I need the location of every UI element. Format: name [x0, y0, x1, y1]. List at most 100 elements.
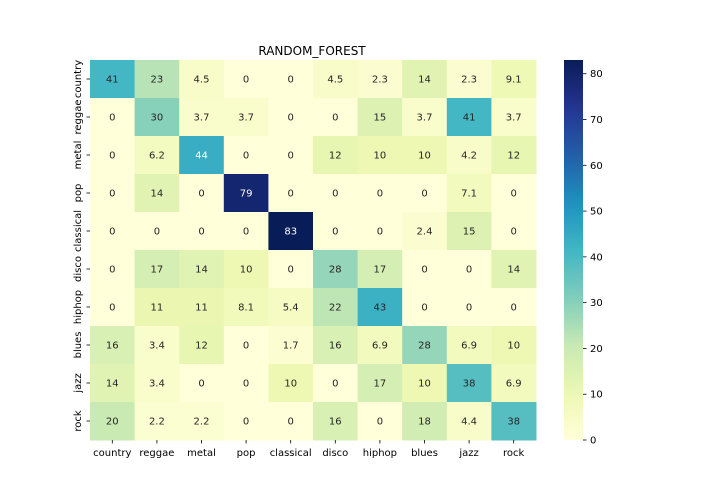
cell-value-label: 41: [463, 113, 476, 124]
heatmap-cell: [134, 402, 180, 441]
cell-value-label: 0: [511, 303, 517, 314]
cell-value-label: 15: [374, 113, 387, 124]
heatmap-cell: [402, 288, 448, 327]
cell-value-label: 23: [151, 75, 164, 86]
heatmap-cell: [446, 250, 492, 289]
cell-value-label: 2.2: [149, 417, 165, 428]
heatmap-cell: [134, 136, 180, 175]
cell-value-label: 12: [329, 151, 342, 162]
heatmap-cell: [313, 402, 359, 441]
heatmap-cell: [268, 136, 314, 175]
heatmap-cell: [402, 98, 448, 137]
cell-value-label: 28: [418, 341, 431, 352]
cell-value-label: 10: [507, 341, 520, 352]
cell-value-label: 0: [466, 265, 472, 276]
heatmap-cell: [402, 174, 448, 213]
heatmap-cell: [446, 288, 492, 327]
heatmap-cell: [179, 136, 225, 175]
heatmap-cell: [491, 288, 537, 327]
colorbar-tick-label: 50: [590, 207, 603, 218]
x-tick-label: jazz: [458, 448, 478, 459]
heatmap-cell: [179, 326, 225, 365]
cell-value-label: 0: [288, 151, 294, 162]
cell-value-label: 15: [463, 227, 476, 238]
cell-value-label: 17: [374, 265, 387, 276]
cell-value-label: 4.5: [194, 75, 210, 86]
heatmap-cell: [90, 326, 136, 365]
x-tick-label: pop: [237, 448, 256, 459]
heatmap-cell: [491, 326, 537, 365]
heatmap-cell: [402, 402, 448, 441]
cell-value-label: 2.2: [194, 417, 210, 428]
cell-value-label: 28: [329, 265, 342, 276]
heatmap-cell: [313, 288, 359, 327]
cell-value-label: 18: [418, 417, 431, 428]
cell-value-label: 0: [109, 113, 115, 124]
heatmap-cell: [357, 98, 403, 137]
cell-value-label: 0: [466, 303, 472, 314]
heatmap-cell: [313, 364, 359, 403]
heatmap-cell: [491, 364, 537, 403]
heatmap-cell: [90, 402, 136, 441]
cell-value-label: 14: [507, 265, 520, 276]
heatmap-cell: [357, 136, 403, 175]
heatmap-cell: [90, 212, 136, 251]
heatmap-cell: [357, 402, 403, 441]
colorbar-tick-label: 10: [590, 390, 603, 401]
heatmap-cell: [179, 174, 225, 213]
y-tick-label: classical: [73, 210, 84, 252]
cell-value-label: 0: [243, 341, 249, 352]
cell-value-label: 11: [195, 303, 208, 314]
colorbar-ticks: 0 10 20 30 40 50 60 70 80: [583, 69, 603, 447]
y-tick-label: rock: [73, 410, 84, 432]
cell-value-label: 0: [109, 189, 115, 200]
cell-value-label: 10: [284, 379, 297, 390]
heatmap-cell: [446, 326, 492, 365]
cell-value-label: 3.7: [417, 113, 433, 124]
cell-value-label: 6.2: [149, 151, 165, 162]
heatmap-cell: [402, 326, 448, 365]
cell-value-label: 79: [240, 189, 253, 200]
cell-value-label: 3.7: [238, 113, 254, 124]
cell-value-label: 0: [243, 379, 249, 390]
cell-value-label: 3.7: [506, 113, 522, 124]
heatmap-cell: [268, 98, 314, 137]
cell-value-label: 0: [109, 303, 115, 314]
cell-value-label: 0: [288, 189, 294, 200]
cell-value-label: 14: [418, 75, 431, 86]
heatmap-cell: [357, 60, 403, 99]
cell-value-label: 6.9: [506, 379, 522, 390]
x-tick-label: disco: [322, 448, 348, 459]
heatmap-cell: [268, 326, 314, 365]
cell-value-label: 0: [198, 379, 204, 390]
cell-value-label: 0: [332, 113, 338, 124]
heatmap-cell: [179, 98, 225, 137]
heatmap-cell: [134, 212, 180, 251]
cell-value-label: 0: [109, 227, 115, 238]
heatmap-cell: [223, 136, 269, 175]
y-tick-label: pop: [73, 184, 84, 203]
cell-value-label: 2.3: [372, 75, 388, 86]
cell-value-label: 17: [374, 379, 387, 390]
x-tick-label: country: [93, 448, 131, 459]
y-tick-label: reggae: [73, 99, 84, 134]
colorbar: [564, 60, 583, 440]
cell-value-label: 16: [329, 417, 342, 428]
cell-value-label: 0: [511, 227, 517, 238]
cell-value-label: 0: [198, 189, 204, 200]
heatmap-cell: [357, 250, 403, 289]
colorbar-tick-label: 20: [590, 344, 603, 355]
cell-value-label: 0: [243, 227, 249, 238]
heatmap-cell: [179, 402, 225, 441]
x-tick-label: reggae: [139, 448, 174, 459]
cell-value-label: 0: [243, 151, 249, 162]
heatmap-cell: [134, 250, 180, 289]
cell-value-label: 0: [421, 303, 427, 314]
heatmap-cell: [268, 60, 314, 99]
heatmap-cell: [446, 364, 492, 403]
heatmap-cell: [223, 174, 269, 213]
y-tick-label: jazz: [73, 373, 84, 393]
cell-value-label: 0: [377, 417, 383, 428]
heatmap-cell: [446, 98, 492, 137]
heatmap-cell: [268, 250, 314, 289]
